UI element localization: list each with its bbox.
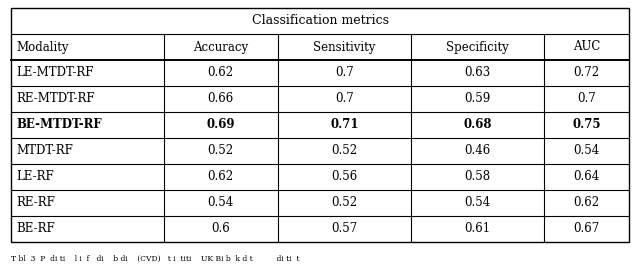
Text: 0.7: 0.7 bbox=[577, 92, 596, 106]
Text: 0.54: 0.54 bbox=[465, 196, 491, 209]
Text: 0.56: 0.56 bbox=[332, 171, 358, 184]
Text: 0.6: 0.6 bbox=[211, 222, 230, 236]
Text: 0.57: 0.57 bbox=[332, 222, 358, 236]
Text: LE-RF: LE-RF bbox=[16, 171, 54, 184]
Text: 0.59: 0.59 bbox=[465, 92, 491, 106]
Text: 0.7: 0.7 bbox=[335, 92, 354, 106]
Text: 0.7: 0.7 bbox=[335, 66, 354, 79]
Text: 0.62: 0.62 bbox=[573, 196, 600, 209]
Text: LE-MTDT-RF: LE-MTDT-RF bbox=[16, 66, 93, 79]
Text: 0.61: 0.61 bbox=[465, 222, 491, 236]
Text: 0.69: 0.69 bbox=[207, 119, 235, 131]
Text: 0.54: 0.54 bbox=[573, 144, 600, 157]
Text: 0.52: 0.52 bbox=[332, 144, 358, 157]
Bar bbox=[11, 8, 629, 242]
Text: 0.75: 0.75 bbox=[572, 119, 601, 131]
Text: BE-RF: BE-RF bbox=[16, 222, 55, 236]
Text: 0.52: 0.52 bbox=[208, 144, 234, 157]
Text: 0.64: 0.64 bbox=[573, 171, 600, 184]
Text: 0.71: 0.71 bbox=[330, 119, 358, 131]
Text: Accuracy: Accuracy bbox=[193, 41, 248, 54]
Text: Specificity: Specificity bbox=[446, 41, 509, 54]
Text: MTDT-RF: MTDT-RF bbox=[16, 144, 73, 157]
Text: 0.68: 0.68 bbox=[463, 119, 492, 131]
Text: 0.46: 0.46 bbox=[465, 144, 491, 157]
Text: 0.62: 0.62 bbox=[208, 171, 234, 184]
Text: AUC: AUC bbox=[573, 41, 600, 54]
Text: 0.66: 0.66 bbox=[207, 92, 234, 106]
Text: 0.67: 0.67 bbox=[573, 222, 600, 236]
Text: 0.52: 0.52 bbox=[332, 196, 358, 209]
Text: BE-MTDT-RF: BE-MTDT-RF bbox=[16, 119, 102, 131]
Text: Classification metrics: Classification metrics bbox=[252, 14, 388, 27]
Text: 0.72: 0.72 bbox=[573, 66, 600, 79]
Text: Modality: Modality bbox=[16, 41, 68, 54]
Text: RE-MTDT-RF: RE-MTDT-RF bbox=[16, 92, 95, 106]
Text: 0.62: 0.62 bbox=[208, 66, 234, 79]
Text: RE-RF: RE-RF bbox=[16, 196, 55, 209]
Text: 0.58: 0.58 bbox=[465, 171, 491, 184]
Text: Sensitivity: Sensitivity bbox=[313, 41, 376, 54]
Text: T bl  3  P  di ti    l i  f   di    b di    (CVD)   t i  titi    UK Bi b  k d t : T bl 3 P di ti l i f di b di (CVD) t i t… bbox=[11, 255, 300, 263]
Text: 0.63: 0.63 bbox=[465, 66, 491, 79]
Text: 0.54: 0.54 bbox=[207, 196, 234, 209]
